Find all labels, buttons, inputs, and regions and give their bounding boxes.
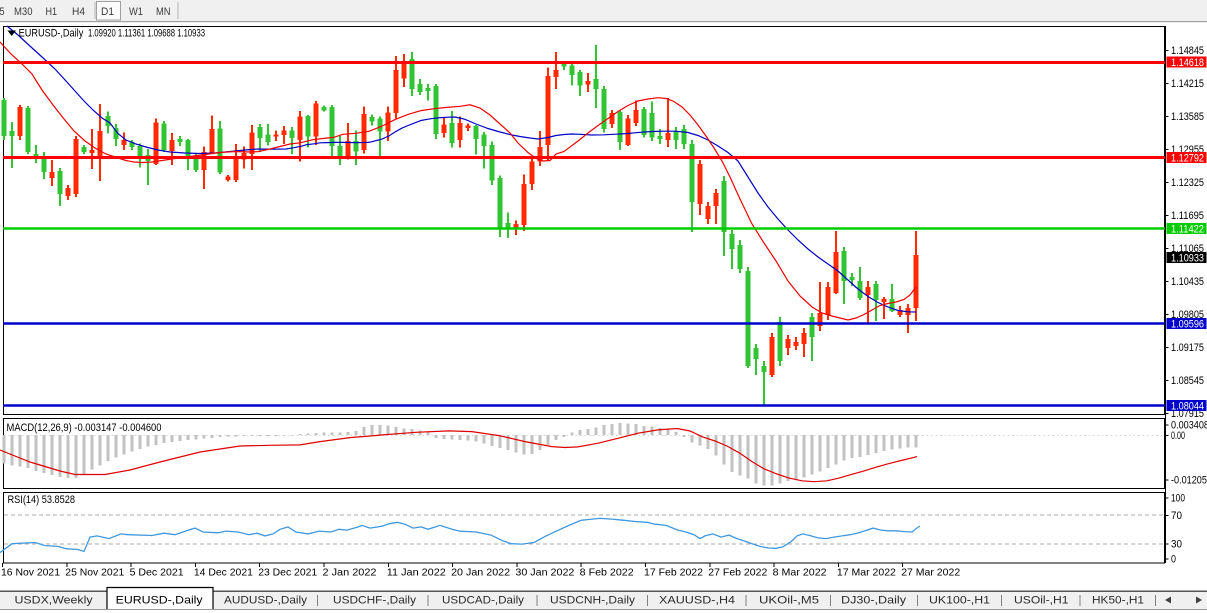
- svg-text:EURUSD-,Daily: EURUSD-,Daily: [19, 28, 84, 40]
- svg-text:HK50-,H1: HK50-,H1: [1092, 595, 1144, 607]
- svg-text:USDCHF-,Daily: USDCHF-,Daily: [333, 595, 417, 607]
- svg-text:1.14215: 1.14215: [1171, 78, 1204, 90]
- svg-text:16 Nov 2021: 16 Nov 2021: [1, 567, 60, 579]
- svg-text:UKOil-,M5: UKOil-,M5: [759, 595, 819, 607]
- svg-text:M30: M30: [14, 6, 33, 18]
- svg-text:1.11695: 1.11695: [1171, 210, 1204, 222]
- svg-text:UK100-,H1: UK100-,H1: [929, 595, 990, 607]
- svg-text:H4: H4: [72, 6, 85, 18]
- svg-text:27 Mar 2022: 27 Mar 2022: [901, 567, 960, 579]
- svg-text:27 Feb 2022: 27 Feb 2022: [708, 567, 767, 579]
- svg-text:1.11422: 1.11422: [1171, 223, 1204, 235]
- svg-text:MACD(12,26,9) -0.003147 -0.004: MACD(12,26,9) -0.003147 -0.004600: [7, 422, 162, 434]
- svg-text:30: 30: [1171, 539, 1182, 551]
- svg-text:1.09175: 1.09175: [1171, 342, 1204, 354]
- svg-text:11 Jan 2022: 11 Jan 2022: [387, 567, 446, 579]
- svg-text:USOil-,H1: USOil-,H1: [1014, 595, 1069, 607]
- svg-text:1.09596: 1.09596: [1171, 318, 1204, 330]
- svg-text:W1: W1: [129, 6, 143, 18]
- svg-text:1.12325: 1.12325: [1171, 177, 1204, 189]
- svg-text:8 Feb 2022: 8 Feb 2022: [580, 567, 634, 579]
- svg-text:1.14845: 1.14845: [1171, 45, 1204, 57]
- svg-text:USDCAD-,Daily: USDCAD-,Daily: [442, 595, 525, 607]
- svg-text:0: 0: [1171, 554, 1176, 566]
- svg-text:25 Nov 2021: 25 Nov 2021: [65, 567, 124, 579]
- svg-text:5: 5: [0, 6, 5, 18]
- svg-text:1.09920 1.11361 1.09688 1.1093: 1.09920 1.11361 1.09688 1.10933: [88, 28, 205, 40]
- svg-text:1.14618: 1.14618: [1171, 57, 1204, 69]
- svg-text:1.11065: 1.11065: [1171, 243, 1204, 255]
- svg-text:14 Dec 2021: 14 Dec 2021: [194, 567, 253, 579]
- svg-text:20 Jan 2022: 20 Jan 2022: [451, 567, 510, 579]
- svg-text:23 Dec 2021: 23 Dec 2021: [258, 567, 317, 579]
- svg-text:1.10933: 1.10933: [1171, 252, 1204, 264]
- svg-text:D1: D1: [101, 6, 114, 18]
- svg-text:H1: H1: [46, 6, 58, 18]
- svg-text:70: 70: [1171, 510, 1182, 522]
- svg-text:0.00: 0.00: [1171, 430, 1185, 442]
- svg-text:1.12792: 1.12792: [1171, 152, 1204, 164]
- svg-text:0.003408: 0.003408: [1171, 420, 1207, 432]
- svg-text:MN: MN: [156, 6, 171, 18]
- svg-text:-0.012058: -0.012058: [1171, 475, 1207, 487]
- svg-text:1.08545: 1.08545: [1171, 375, 1204, 387]
- svg-text:100: 100: [1171, 493, 1185, 505]
- svg-text:1.08044: 1.08044: [1171, 400, 1204, 412]
- svg-text:17 Feb 2022: 17 Feb 2022: [644, 567, 703, 579]
- svg-text:2 Jan 2022: 2 Jan 2022: [323, 567, 377, 579]
- svg-text:30 Jan 2022: 30 Jan 2022: [515, 567, 574, 579]
- svg-text:XAUUSD-,H4: XAUUSD-,H4: [659, 595, 735, 607]
- svg-text:RSI(14) 53.8528: RSI(14) 53.8528: [8, 494, 76, 506]
- svg-text:DJ30-,Daily: DJ30-,Daily: [841, 595, 907, 607]
- svg-text:EURUSD-,Daily: EURUSD-,Daily: [116, 595, 204, 607]
- svg-text:8 Mar 2022: 8 Mar 2022: [773, 567, 827, 579]
- svg-text:AUDUSD-,Daily: AUDUSD-,Daily: [224, 595, 308, 607]
- svg-text:USDCNH-,Daily: USDCNH-,Daily: [550, 595, 636, 607]
- svg-text:USDX,Weekly: USDX,Weekly: [15, 595, 94, 607]
- svg-text:17 Mar 2022: 17 Mar 2022: [837, 567, 896, 579]
- svg-text:1.13585: 1.13585: [1171, 111, 1204, 123]
- svg-text:1.10435: 1.10435: [1171, 276, 1204, 288]
- svg-text:5 Dec 2021: 5 Dec 2021: [130, 567, 184, 579]
- svg-text:1.07915: 1.07915: [1171, 408, 1204, 420]
